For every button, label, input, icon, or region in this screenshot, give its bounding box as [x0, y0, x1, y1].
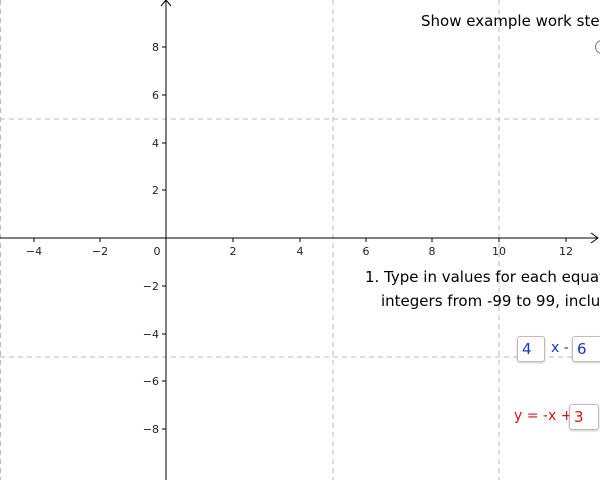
equation2-intercept-input[interactable]: 3	[569, 404, 599, 430]
equation1-operator-text: x -	[551, 340, 569, 356]
x-tick-label: 0	[154, 245, 161, 258]
x-tick-label: 12	[559, 245, 573, 258]
x-tick-label: −4	[26, 245, 42, 258]
y-tick-label: −4	[143, 328, 159, 341]
instruction-text-line-1: 1. Type in values for each equatio	[365, 268, 600, 286]
x-tick-label: 6	[363, 245, 370, 258]
show-work-checkbox-label[interactable]: Show example work step	[421, 12, 600, 30]
instruction-text-line-2: integers from -99 to 99, inclusi	[381, 292, 600, 310]
x-tick-label: 4	[297, 245, 304, 258]
y-tick-label: −6	[143, 375, 159, 388]
equation1-slope-input[interactable]: 4	[517, 336, 545, 362]
x-tick-label: 2	[230, 245, 237, 258]
equation1-intercept-input[interactable]: 6	[572, 336, 600, 362]
y-tick-label: 6	[152, 89, 159, 102]
y-tick-label: 8	[152, 41, 159, 54]
y-tick-label: −2	[143, 280, 159, 293]
y-tick-label: 2	[152, 184, 159, 197]
y-tick-label: 4	[152, 137, 159, 150]
equation2-prefix-text: y = -x +	[514, 408, 573, 424]
x-axis-arrow	[590, 232, 599, 244]
x-tick-label: 10	[492, 245, 506, 258]
x-tick-label: 8	[429, 245, 436, 258]
x-tick-label: −2	[92, 245, 108, 258]
y-axis-arrow	[160, 0, 172, 7]
y-tick-label: −8	[143, 423, 159, 436]
